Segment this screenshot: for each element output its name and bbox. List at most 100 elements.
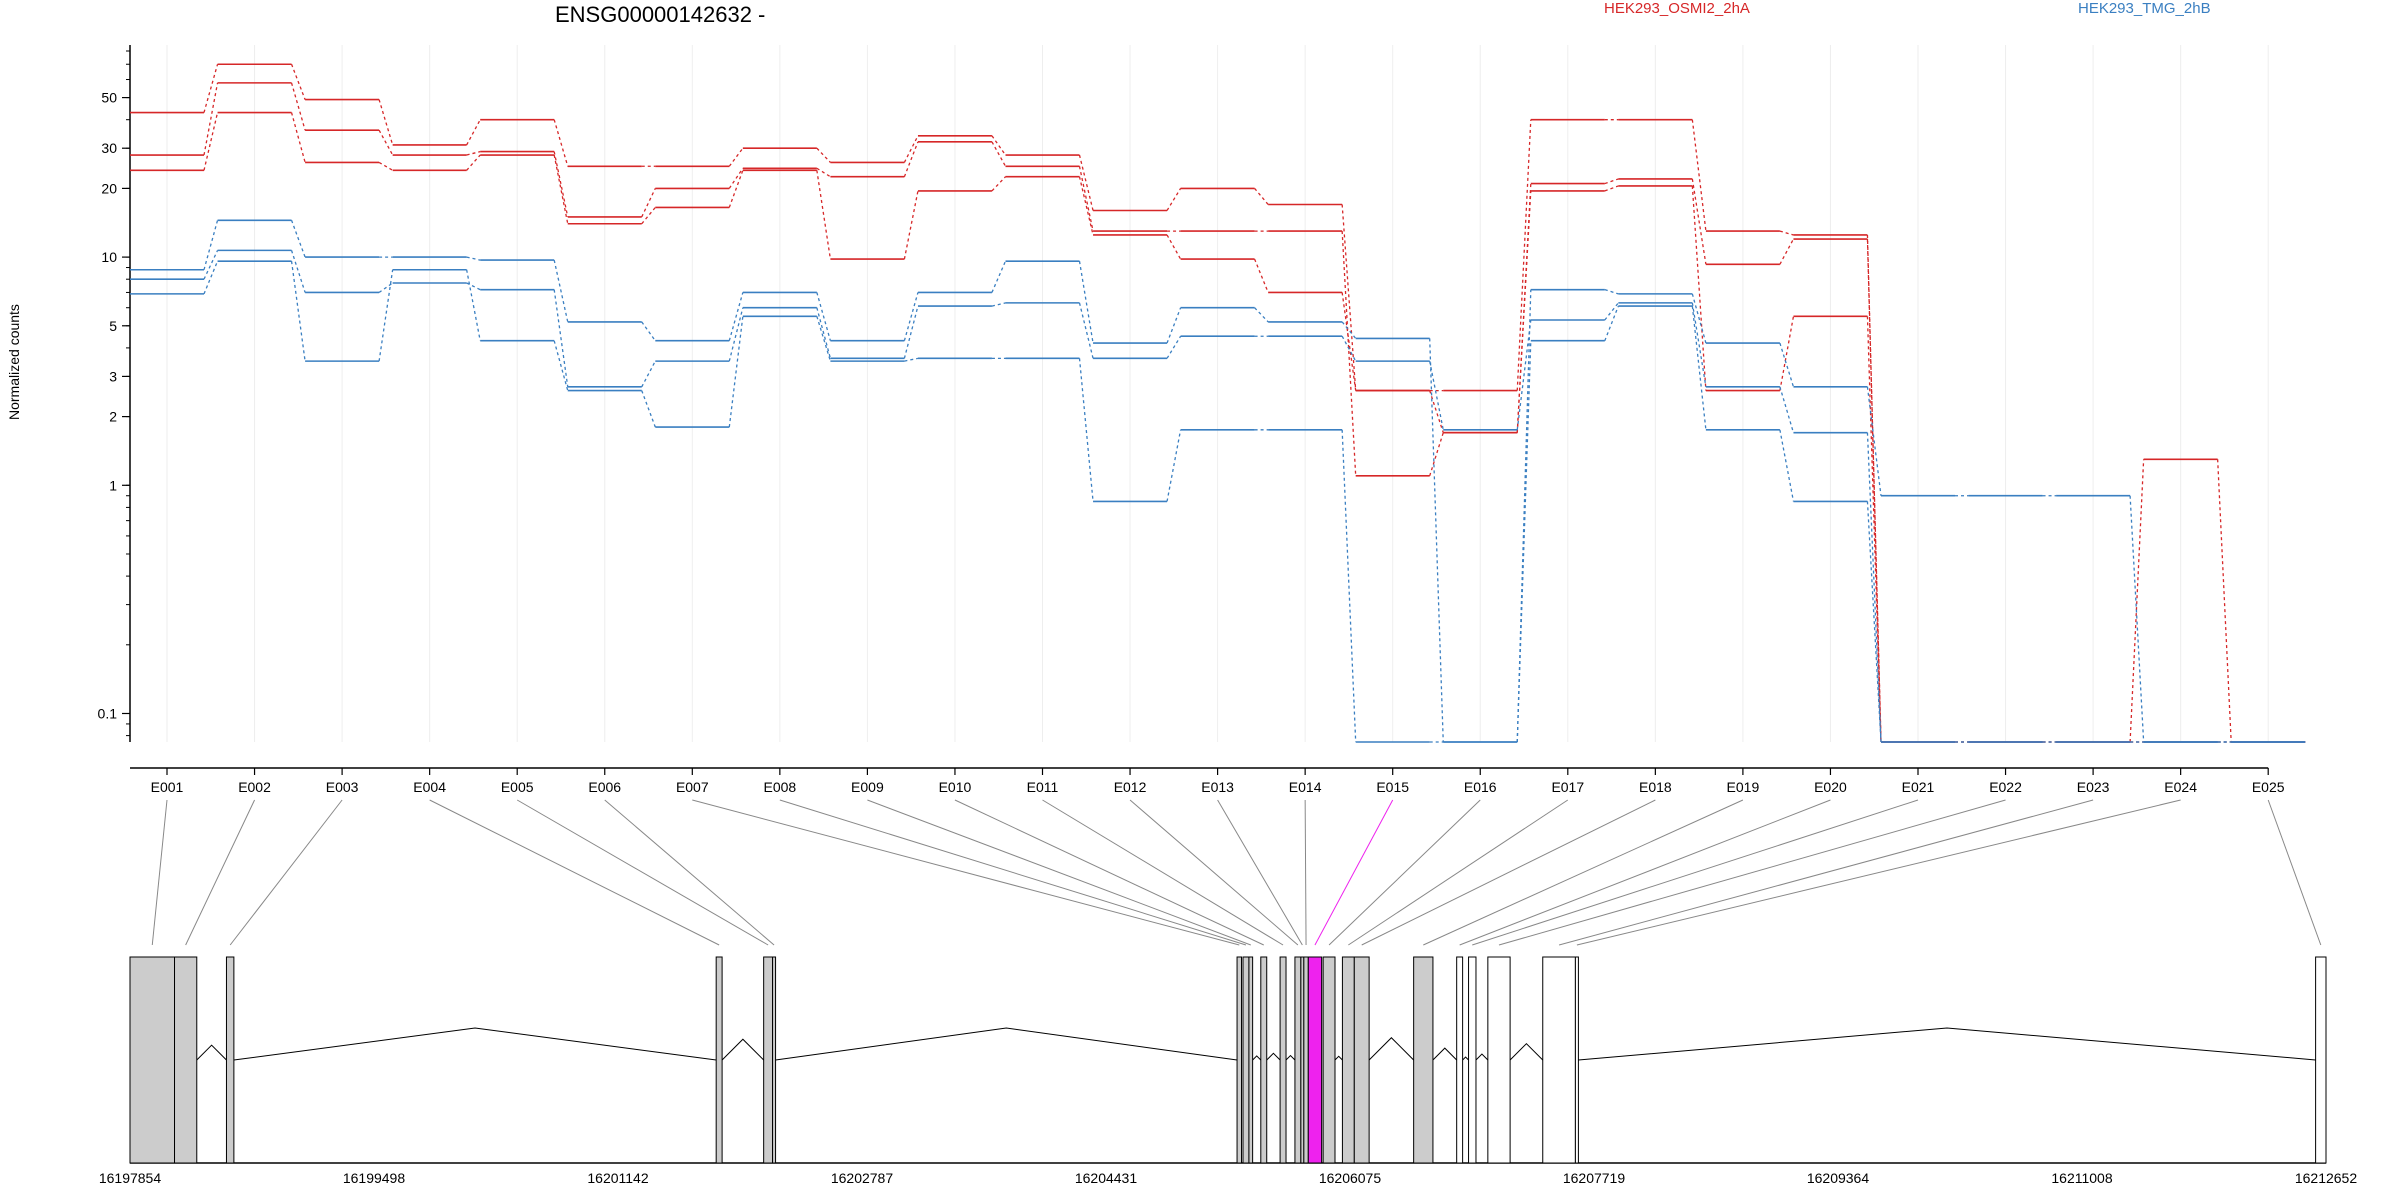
y-tick-label: 50 <box>101 90 117 106</box>
series-connector <box>1604 185 1619 192</box>
connector-e001 <box>151 799 168 946</box>
series-connector <box>991 135 1007 156</box>
intron <box>1578 1027 2316 1061</box>
legend-item-osmi2: HEK293_OSMI2_2hA <box>1604 0 1750 17</box>
x-tick-label-e013: E013 <box>1201 779 1234 795</box>
y-tick-label: 5 <box>109 318 117 334</box>
y-tick-label: 1 <box>109 477 117 493</box>
series-connector <box>553 119 569 167</box>
series-connector <box>203 64 219 113</box>
series-connector <box>1429 432 1444 477</box>
x-axis: E001 E002 E003 E004 E005 E006 E007 E008 E009 E010… <box>130 767 2285 795</box>
series-connector <box>553 340 569 391</box>
series-connector <box>1078 302 1094 359</box>
series-connector <box>378 282 394 293</box>
series-connector <box>466 256 481 261</box>
connector-e017 <box>1348 799 1569 946</box>
x-tick-label-e021: E021 <box>1902 779 1935 795</box>
series-connector <box>728 167 744 189</box>
x-tick-label-e024: E024 <box>2164 779 2197 795</box>
coordinate-label: 16199498 <box>343 1170 406 1186</box>
y-tick-label: 0.1 <box>98 705 118 721</box>
exon-box-e020 <box>1456 956 1464 1164</box>
exon-box-e019 <box>1413 956 1434 1164</box>
x-tick-label-e002: E002 <box>238 779 271 795</box>
x-tick-label-e016: E016 <box>1464 779 1497 795</box>
x-tick-label-e010: E010 <box>939 779 972 795</box>
connector-e011 <box>1042 799 1284 946</box>
connector-e025 <box>2267 799 2322 946</box>
x-tick-label-e007: E007 <box>676 779 709 795</box>
connector-e023 <box>1558 799 2094 946</box>
y-axis: 0.1 1 2 3 5 10 20 30 50 <box>98 45 131 742</box>
series-connector <box>466 119 481 146</box>
chart-title: ENSG00000142632 - <box>555 2 766 27</box>
series-connector <box>290 261 306 362</box>
series-connector <box>378 161 393 171</box>
series-connector <box>1604 305 1619 341</box>
series-connector <box>1604 178 1619 185</box>
exon-box-e001 <box>129 956 176 1164</box>
exon-box-e024 <box>1574 956 1579 1164</box>
coordinate-label: 16197854 <box>99 1170 162 1186</box>
series-connector <box>203 220 219 270</box>
x-tick-label-e020: E020 <box>1814 779 1847 795</box>
x-tick-label-e006: E006 <box>588 779 621 795</box>
series-connector <box>1429 390 1444 433</box>
series-connector <box>1341 204 1357 391</box>
series-connector <box>641 360 656 388</box>
series-connector <box>1078 358 1094 502</box>
intron <box>196 1044 227 1061</box>
exon-box-e008 <box>1242 956 1250 1164</box>
x-tick-label-e012: E012 <box>1114 779 1147 795</box>
y-tick-label: 2 <box>109 409 117 425</box>
exon-box-e006 <box>772 956 777 1164</box>
series-connector <box>816 147 831 163</box>
coordinate-label: 16201142 <box>587 1170 648 1186</box>
exon-box-e022 <box>1487 956 1511 1164</box>
series-connector <box>466 150 481 156</box>
series-connector <box>1691 302 1707 387</box>
series-connector <box>1341 429 1357 743</box>
exon-box-e015 <box>1307 956 1323 1164</box>
x-tick-label-e025: E025 <box>2252 779 2285 795</box>
x-tick-label-e014: E014 <box>1289 779 1322 795</box>
connector-e022 <box>1498 799 2006 946</box>
connector-e021 <box>1472 799 1919 946</box>
series-connector <box>1078 166 1094 232</box>
series-connector <box>1516 190 1532 433</box>
exon-box-e025 <box>2315 956 2327 1164</box>
series-connector <box>1166 234 1182 260</box>
series-connector <box>466 154 481 171</box>
series-connector <box>1166 188 1182 211</box>
series-connector <box>641 390 656 428</box>
connector-e004 <box>429 799 720 946</box>
y-tick-label: 20 <box>101 180 117 196</box>
series-connector <box>2129 495 2145 743</box>
exon-box-e016 <box>1322 956 1336 1164</box>
exon-box-e009 <box>1248 956 1254 1164</box>
x-tick-label-e005: E005 <box>501 779 534 795</box>
series-connector <box>903 292 919 341</box>
series-connector <box>1691 306 1707 430</box>
connector-e019 <box>1423 799 1744 946</box>
connector-e014 <box>1304 799 1307 946</box>
series-connector <box>1691 119 1707 232</box>
connector-e005 <box>516 799 769 946</box>
y-tick-label: 10 <box>101 249 117 265</box>
series-connector <box>1516 340 1532 743</box>
series-connector <box>1779 429 1795 502</box>
series-lines <box>130 63 2306 743</box>
series-connector <box>728 147 744 167</box>
intron <box>1475 1053 1489 1061</box>
series-connector <box>1253 258 1269 293</box>
series-connector <box>903 141 919 177</box>
series-connector <box>1078 176 1094 236</box>
x-tick-label-e017: E017 <box>1551 779 1584 795</box>
exon-box-e017 <box>1341 956 1355 1164</box>
connector-e007 <box>692 799 1240 946</box>
intron <box>1462 1056 1469 1061</box>
series-connector <box>553 289 569 387</box>
x-tick-label-e009: E009 <box>851 779 884 795</box>
